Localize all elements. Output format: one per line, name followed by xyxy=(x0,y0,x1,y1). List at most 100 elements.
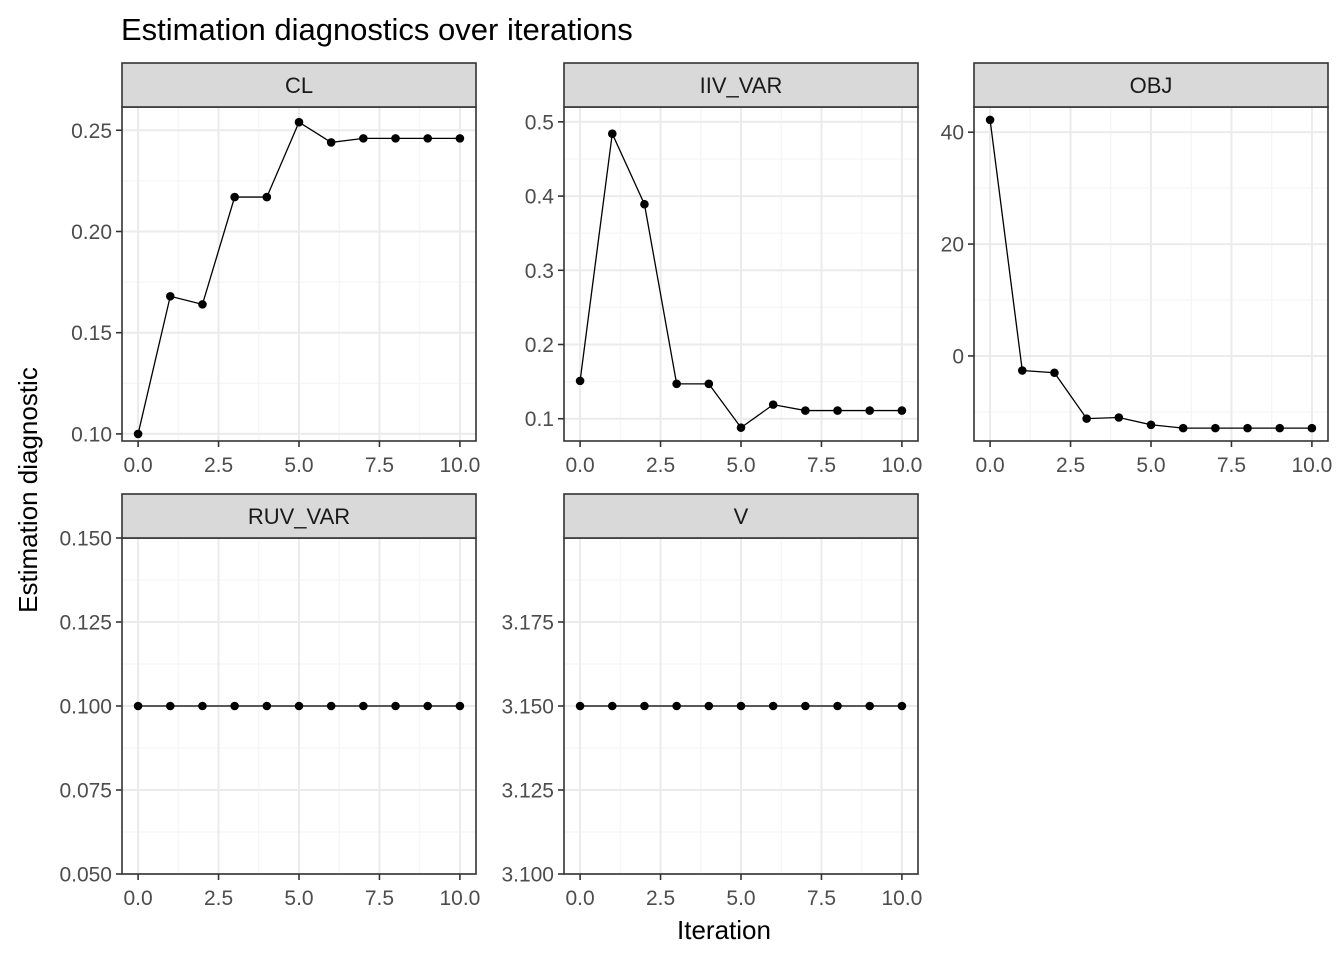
x-tick-label: 5.0 xyxy=(1136,454,1165,477)
y-tick-label: 3.125 xyxy=(501,780,554,803)
facet-strip xyxy=(121,62,477,108)
x-tick-label: 0.0 xyxy=(565,454,594,477)
facet-strip-label: IIV_VAR xyxy=(700,73,783,98)
data-point xyxy=(359,701,368,711)
x-tick-label: 10.0 xyxy=(439,454,480,477)
x-axis-title: Iteration xyxy=(677,915,771,945)
data-point xyxy=(865,406,875,415)
data-point xyxy=(640,199,649,209)
x-tick-label: 10.0 xyxy=(881,887,922,910)
x-tick-label: 10.0 xyxy=(1291,454,1332,477)
panel-ruv-var: RUV_VAR 0.0 2.5 5.0 7.5 10.0 0.050 0.075 0.100 0.… xyxy=(59,493,480,910)
x-tick-label: 0.0 xyxy=(123,887,152,910)
data-point xyxy=(833,406,842,415)
y-tick-label: 0 xyxy=(952,345,964,368)
x-tick-label: 2.5 xyxy=(646,887,675,910)
y-tick-label: 40 xyxy=(941,122,964,145)
data-point xyxy=(897,701,907,711)
data-point xyxy=(672,379,681,389)
data-point xyxy=(294,117,304,127)
panels-layer: CL 0.0 2.5 5.0 7.5 10.0 0.1 0 0.15 0.20 0.25 IIV_VA… xyxy=(59,62,1332,910)
data-point xyxy=(575,376,585,386)
y-tick-label: 0.1 xyxy=(525,408,554,431)
data-point xyxy=(455,701,465,711)
data-point xyxy=(1307,423,1317,433)
data-point xyxy=(704,379,714,389)
x-tick-label: 0.0 xyxy=(975,454,1004,477)
data-point xyxy=(262,701,272,711)
y-tick-label: 0.2 xyxy=(525,334,554,357)
x-tick-label: 5.0 xyxy=(726,887,755,910)
x-tick-label: 5.0 xyxy=(284,454,313,477)
data-point xyxy=(672,701,681,711)
panel-cl: CL 0.0 2.5 5.0 7.5 10.0 0.10 0.15 0.20 0.25 xyxy=(71,62,480,477)
data-point xyxy=(326,701,336,711)
data-point xyxy=(1178,423,1188,433)
x-tick-label: 0.0 xyxy=(123,454,152,477)
y-tick-label: 3.100 xyxy=(501,864,554,887)
y-tick-label: 0.050 xyxy=(59,864,112,887)
x-tick-label: 2.5 xyxy=(646,454,675,477)
panel-iiv-var: IIV_VAR 0.0 2.5 5.0 7.5 10.0 0.1 0.2 0.3 0.4 0.5 xyxy=(525,62,922,477)
data-point xyxy=(230,701,239,711)
x-tick-label: 2.5 xyxy=(204,454,233,477)
data-point xyxy=(1114,413,1124,422)
data-point xyxy=(165,701,175,711)
data-point xyxy=(359,134,368,143)
facet-strip-label: OBJ xyxy=(1130,73,1173,98)
data-point xyxy=(1275,423,1285,433)
data-point xyxy=(607,701,617,711)
data-point xyxy=(607,129,617,139)
data-point xyxy=(326,138,336,147)
data-point xyxy=(801,406,810,415)
x-tick-label: 7.5 xyxy=(807,454,836,477)
y-tick-label: 0.4 xyxy=(525,186,555,209)
data-point xyxy=(704,701,714,711)
data-point xyxy=(1017,366,1027,375)
data-point xyxy=(1082,414,1091,423)
data-point xyxy=(294,701,304,711)
data-point xyxy=(391,701,400,711)
panel-obj: OBJ 0.0 2.5 5.0 7.5 10.0 0 20 40 xyxy=(941,62,1332,477)
x-tick-label: 10.0 xyxy=(881,454,922,477)
y-tick-label: 0.5 xyxy=(525,111,554,134)
data-point xyxy=(897,406,907,415)
facet-strip xyxy=(121,493,477,539)
data-point xyxy=(133,429,143,439)
y-tick-label: 3.175 xyxy=(501,612,554,635)
data-point xyxy=(865,701,875,711)
x-tick-label: 10.0 xyxy=(439,887,480,910)
y-tick-label: 0.25 xyxy=(71,120,112,143)
data-point xyxy=(801,701,810,711)
y-tick-label: 0.20 xyxy=(71,221,112,244)
data-point xyxy=(768,701,778,711)
x-tick-label: 2.5 xyxy=(1056,454,1085,477)
y-tick-label: 0.125 xyxy=(59,612,112,635)
x-tick-label: 5.0 xyxy=(726,454,755,477)
panel-v: V 0.0 2.5 5.0 7.5 10.0 3.100 3.125 3.150 3.175 xyxy=(501,493,922,910)
data-point xyxy=(262,192,272,202)
x-tick-label: 5.0 xyxy=(284,887,313,910)
data-point xyxy=(455,134,465,143)
data-point xyxy=(1050,368,1059,378)
data-point xyxy=(833,701,842,711)
data-point xyxy=(1146,420,1156,430)
data-point xyxy=(575,701,585,711)
data-point xyxy=(1211,423,1220,433)
facet-strip-label: CL xyxy=(285,73,313,98)
data-point xyxy=(133,701,143,711)
data-point xyxy=(423,701,433,711)
y-tick-label: 3.150 xyxy=(501,696,554,719)
data-point xyxy=(768,400,778,409)
data-point xyxy=(736,423,746,432)
facet-strip-label: RUV_VAR xyxy=(248,504,350,529)
y-tick-label: 0.15 xyxy=(71,322,112,345)
facet-strip xyxy=(563,493,919,539)
chart-title: Estimation diagnostics over iterations xyxy=(121,12,633,47)
data-point xyxy=(230,192,239,202)
y-tick-label: 0.150 xyxy=(59,528,112,551)
y-tick-label: 20 xyxy=(941,234,964,257)
y-tick-label: 0.3 xyxy=(525,260,554,283)
